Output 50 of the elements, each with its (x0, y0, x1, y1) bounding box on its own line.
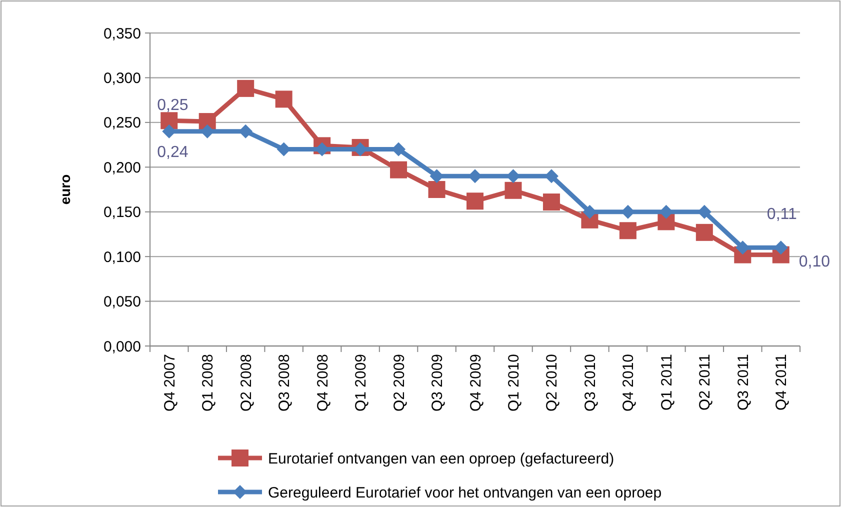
x-tick-label: Q3 2011 (734, 354, 752, 410)
point (390, 161, 408, 178)
point (275, 90, 292, 108)
y-tick-label: 0,150 (103, 204, 141, 222)
x-tick-label: Q4 2009 (467, 354, 484, 412)
x-tick-label: Q3 2010 (582, 354, 599, 412)
point (468, 169, 482, 184)
point (392, 142, 406, 156)
point (582, 204, 597, 219)
x-tick-label: Q1 2009 (352, 354, 370, 412)
legend-label: Gereguleerd Eurotarief voor het ontvangen van een oproep (268, 484, 662, 502)
point (506, 169, 520, 184)
x-tick-label: Q4 2008 (314, 354, 332, 412)
x-tick-label: Q2 2009 (390, 354, 408, 412)
point (238, 124, 253, 138)
y-tick-label: 0,100 (103, 248, 141, 266)
point (542, 194, 560, 211)
point (162, 124, 176, 138)
y-tick-label: 0,250 (103, 114, 141, 132)
x-tick-label: Q4 2007 (161, 354, 178, 412)
point (619, 222, 636, 240)
x-tick-label: Q3 2009 (429, 354, 446, 412)
point (659, 204, 674, 219)
point (160, 112, 178, 130)
point (504, 182, 522, 199)
legend-label: Eurotarief ontvangen van een oproep (gefactureerd) (268, 450, 614, 468)
x-tick-label: Q2 2008 (238, 354, 255, 412)
point (696, 224, 713, 241)
point (428, 181, 446, 198)
y-tick-label: 0,200 (103, 159, 141, 176)
x-tick-label: Q4 2011 (773, 354, 790, 410)
point (466, 192, 484, 210)
y-tick-label: 0,300 (103, 70, 141, 87)
x-tick-label: Q1 2011 (658, 354, 676, 410)
annotation: 0,24 (157, 144, 188, 161)
annotation: 0,11 (766, 206, 797, 224)
annotation: 0,25 (157, 97, 188, 114)
y-tick-label: 0,050 (103, 294, 141, 311)
y-tick-label: 0,000 (103, 338, 141, 356)
y-tick-label: 0,350 (103, 25, 141, 42)
annotation: 0,10 (798, 253, 830, 270)
x-tick-label: Q3 2008 (276, 354, 294, 412)
point (430, 169, 444, 184)
x-tick-label: Q1 2010 (505, 354, 522, 412)
x-tick-label: Q4 2010 (620, 354, 638, 412)
y-axis-title: euro (57, 174, 73, 205)
x-tick-label: Q2 2010 (544, 354, 561, 412)
x-tick-label: Q2 2011 (696, 354, 714, 410)
x-tick-label: Q1 2008 (200, 354, 217, 412)
point (237, 80, 254, 97)
